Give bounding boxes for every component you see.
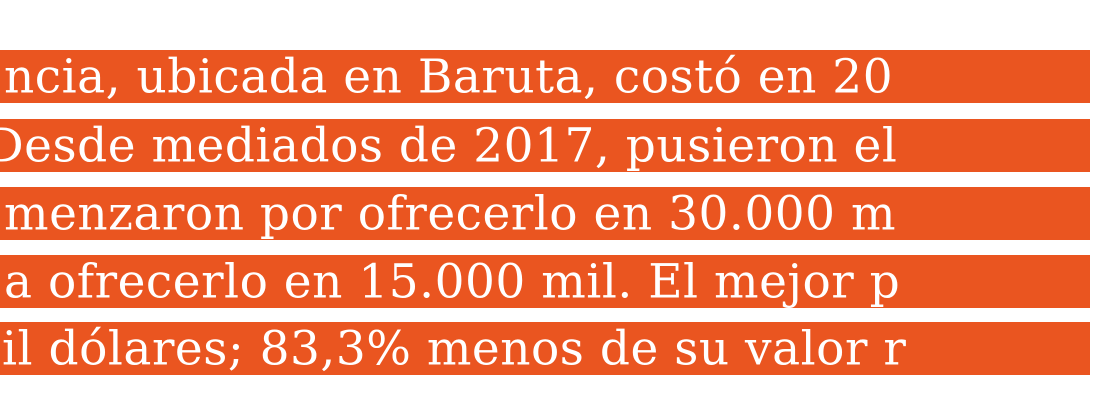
highlight-bar: Desde mediados de 2017, pusieron el — [0, 119, 1090, 172]
text-line: il dólares; 83,3% menos de su valor r — [2, 322, 907, 375]
highlight-bar: ncia, ubicada en Baruta, costó en 20 — [0, 50, 1090, 103]
text-line: menzaron por ofrecerlo en 30.000 m — [4, 187, 897, 240]
text-line: a ofrecerlo en 15.000 mil. El mejor p — [4, 255, 901, 308]
highlight-bar: il dólares; 83,3% menos de su valor r — [0, 322, 1090, 375]
text-line: ncia, ubicada en Baruta, costó en 20 — [4, 50, 894, 103]
text-line: Desde mediados de 2017, pusieron el — [0, 119, 898, 172]
highlight-bar: menzaron por ofrecerlo en 30.000 m — [0, 187, 1090, 240]
highlight-bar: a ofrecerlo en 15.000 mil. El mejor p — [0, 255, 1090, 308]
